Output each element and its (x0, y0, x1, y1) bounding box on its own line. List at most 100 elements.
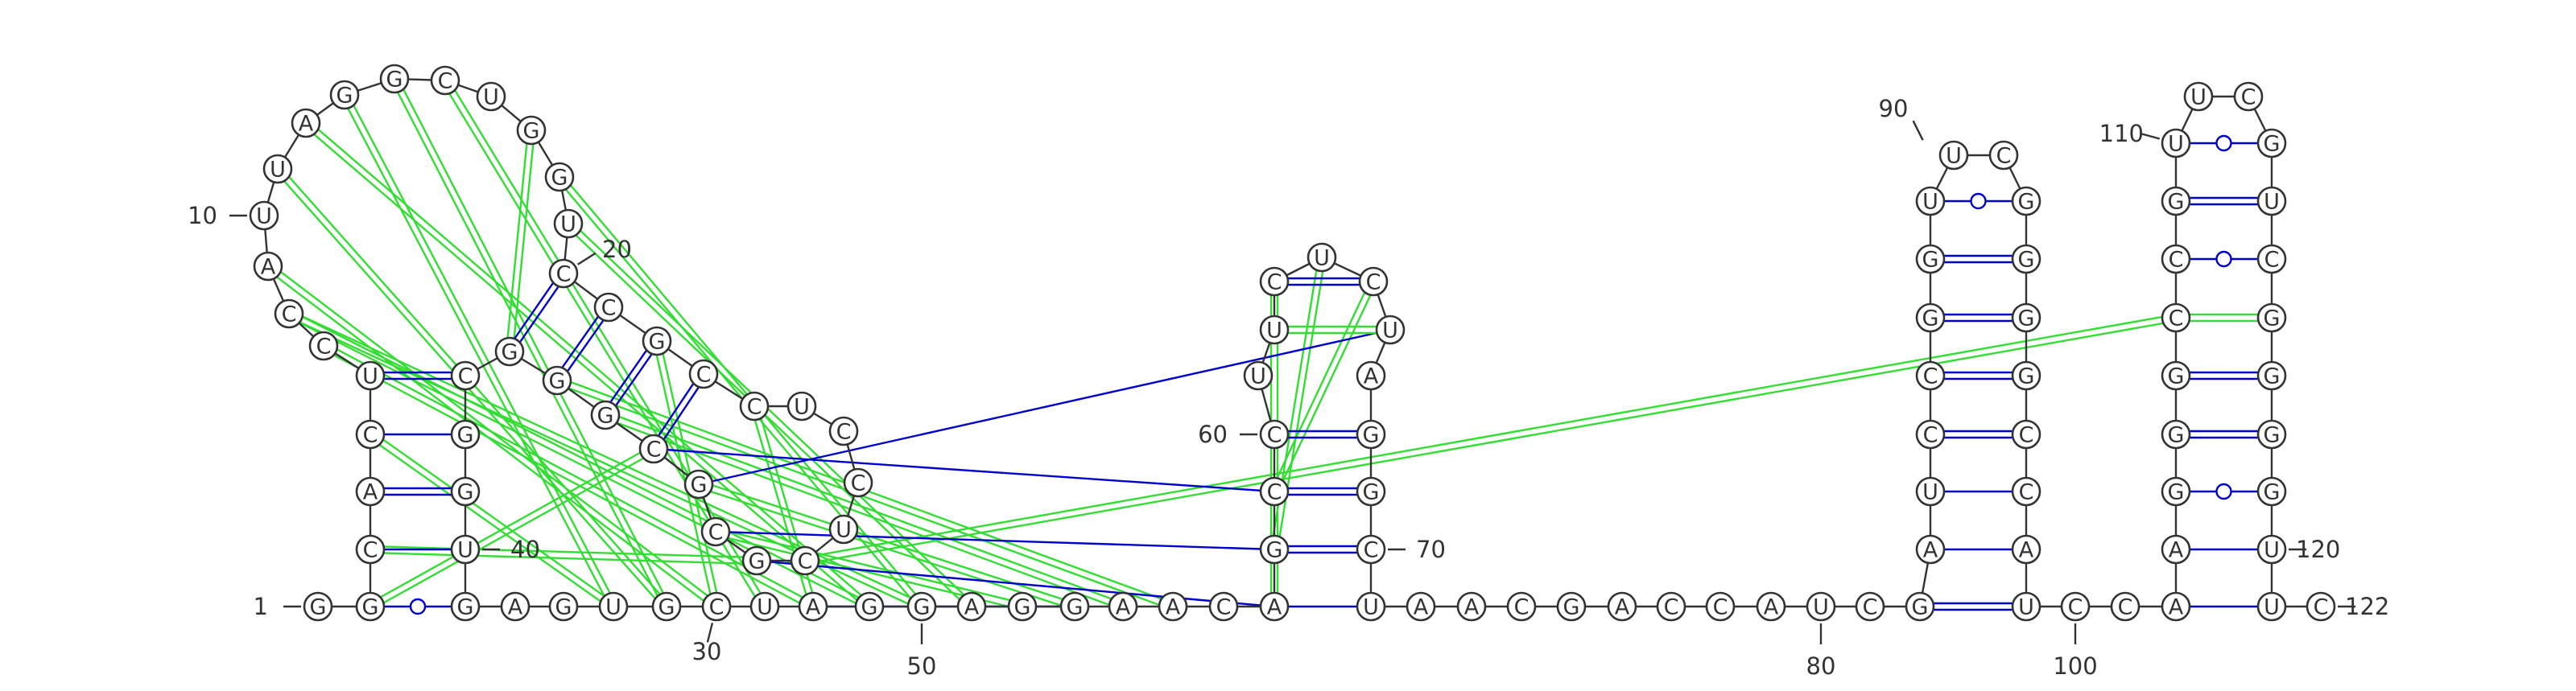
position-label: 80 (1806, 652, 1836, 680)
nucleotide-circle (1915, 186, 1946, 216)
nucleotide: G (379, 64, 410, 94)
nucleotide: G (2256, 302, 2287, 333)
position-label: 1 (254, 593, 268, 620)
tertiary-interaction-line (561, 174, 925, 606)
nucleotide-base: G (1363, 423, 1380, 448)
nucleotide: C (2161, 302, 2191, 333)
nucleotide: C (2161, 244, 2191, 274)
nucleotide-base: A (1166, 595, 1181, 620)
nucleotide: A (500, 591, 530, 622)
nucleotide: G (590, 400, 621, 430)
nucleotide: G (548, 591, 579, 622)
nucleotide-base: G (1363, 480, 1380, 505)
nucleotide-base: C (601, 296, 617, 321)
nucleotide-circle (2256, 128, 2287, 158)
nucleotide: A (2161, 534, 2191, 565)
nucleotide: A (2011, 534, 2041, 565)
nucleotide-base: C (1713, 595, 1728, 620)
nucleotide-circle (2233, 81, 2264, 112)
position-tick (2141, 133, 2161, 140)
nucleotide: U (1356, 591, 1386, 622)
nucleotide-base: G (1912, 595, 1929, 620)
nucleotide: C (700, 516, 731, 547)
nucleotide-base: G (2168, 364, 2185, 389)
tertiary-interaction-line (346, 93, 617, 606)
nucleotide-base: C (2019, 423, 2034, 448)
nucleotide-circle (1108, 591, 1138, 622)
nucleotide-base: C (1364, 538, 1379, 563)
nucleotide: C (355, 534, 386, 565)
nucleotide-circle (1915, 419, 1946, 450)
nucleotide: U (262, 154, 293, 184)
nucleotide-base: G (691, 473, 708, 498)
nucleotide: A (798, 591, 828, 622)
nucleotide: U (598, 591, 629, 622)
nucleotide: G (1007, 591, 1038, 622)
nucleotide-circle (355, 419, 386, 450)
nucleotide-base: U (2264, 538, 2280, 563)
tertiary-interaction-line (303, 125, 869, 610)
nucleotide: C (1356, 534, 1386, 565)
nucleotide-circle (1915, 476, 1946, 507)
nucleotide: U (1915, 186, 1946, 216)
nucleotide-circle (1356, 360, 1386, 391)
nucleotide-circle (741, 545, 772, 576)
canonical-pair-line (607, 342, 661, 417)
nucleotide: C (1259, 476, 1290, 507)
position-tick (1912, 120, 1924, 141)
nucleotide-circle (1259, 476, 1290, 507)
nucleotide-base: U (256, 204, 272, 229)
nucleotide-base: G (1266, 538, 1283, 563)
nucleotide-circle (1656, 591, 1686, 622)
nucleotide-base: C (2068, 595, 2083, 620)
nucleotide-circle (2011, 360, 2041, 391)
nucleotide: C (1988, 140, 2019, 171)
nucleotide-circle (2306, 591, 2336, 622)
nucleotide-circle (2256, 360, 2287, 391)
nucleotide-circle (2011, 534, 2041, 565)
nucleotide-circle (1259, 591, 1290, 622)
nucleotide-circle (1375, 315, 1406, 345)
wobble-pair-marker (1970, 192, 1987, 210)
tertiary-interaction-line (275, 170, 665, 610)
nucleotide-circle (476, 81, 506, 112)
nucleotide: U (249, 200, 279, 231)
nucleotide: C (1656, 591, 1686, 622)
nucleotide-circle (1406, 591, 1436, 622)
nucleotide-base: G (362, 595, 379, 620)
nucleotide-base: G (2168, 423, 2185, 448)
nucleotide: C (2060, 591, 2091, 622)
nucleotide-circle (253, 251, 283, 282)
nucleotide-base: C (1267, 480, 1282, 505)
nucleotide-base: A (1116, 595, 1131, 620)
nucleotide-base: A (2169, 595, 2184, 620)
nucleotide-base: A (1923, 538, 1938, 563)
canonical-pair-line (511, 274, 568, 354)
nucleotide: A (956, 591, 987, 622)
nucleotide: A (355, 476, 386, 507)
nucleotide-circle (1915, 302, 1946, 333)
tertiary-interaction-line (555, 382, 1173, 611)
nucleotide-circle (2161, 360, 2191, 391)
nucleotide-base: G (2018, 248, 2035, 273)
nucleotide-circle (303, 591, 333, 622)
nucleotide-circle (548, 258, 579, 289)
nucleotide-circle (1938, 140, 1969, 171)
nucleotide-circle (450, 419, 481, 450)
nucleotide: G (2161, 476, 2191, 507)
nucleotide-base: G (386, 68, 403, 93)
nucleotide: G (1356, 419, 1386, 450)
nucleotide-circle (2060, 591, 2091, 622)
nucleotide-circle (1456, 591, 1487, 622)
nucleotide: C (828, 416, 859, 446)
tertiary-interaction-line (804, 313, 2176, 559)
nucleotide-base: U (1922, 480, 1938, 505)
nucleotide-base: G (1067, 595, 1084, 620)
nucleotide: C (2011, 419, 2041, 450)
canonical-pair-line (655, 375, 708, 451)
nucleotide-base: G (2018, 190, 2035, 215)
pseudoknot-pair-line (715, 530, 1275, 551)
nucleotide-circle (1158, 591, 1188, 622)
nucleotide-base: G (2168, 190, 2185, 215)
